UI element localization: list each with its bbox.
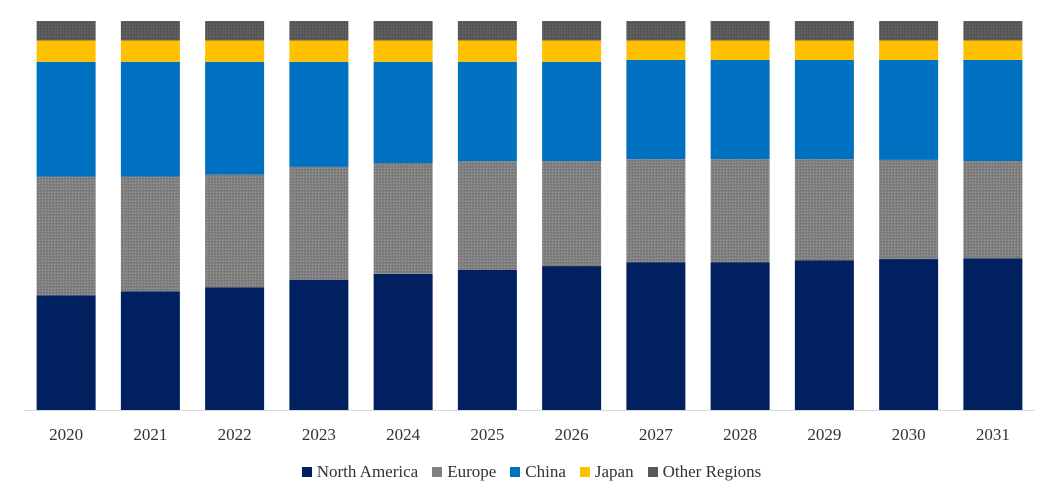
bar-segment-china-2030 xyxy=(879,59,939,160)
bar-segment-japan-2027 xyxy=(626,40,686,60)
legend-label-north-america: North America xyxy=(316,462,419,481)
bar-segment-japan-2028 xyxy=(710,40,770,60)
bar-segment-japan-2021 xyxy=(120,40,180,62)
bar-segment-other-regions-2023 xyxy=(289,21,349,41)
bar-segment-north-america-2023 xyxy=(289,279,349,410)
bar-segment-japan-2029 xyxy=(794,40,854,60)
bar-segment-north-america-2027 xyxy=(626,262,686,410)
bar-segment-china-2028 xyxy=(710,59,770,160)
bar-segment-japan-2020 xyxy=(36,40,96,62)
bar-segment-europe-2021 xyxy=(120,176,180,292)
x-tick-label-2027: 2027 xyxy=(639,425,674,444)
bar-segment-north-america-2021 xyxy=(120,291,180,410)
x-tick-label-2021: 2021 xyxy=(133,425,167,444)
bar-segment-europe-2022 xyxy=(205,174,265,288)
bar-segment-europe-2028 xyxy=(710,159,770,263)
x-tick-label-2029: 2029 xyxy=(807,425,841,444)
bar-segment-europe-2029 xyxy=(794,159,854,261)
bar-segment-other-regions-2020 xyxy=(36,21,96,41)
bar-segment-europe-2027 xyxy=(626,159,686,263)
bar-segment-japan-2023 xyxy=(289,40,349,62)
bar-segment-other-regions-2031 xyxy=(963,21,1023,41)
x-tick-label-2023: 2023 xyxy=(302,425,336,444)
bar-segment-north-america-2024 xyxy=(373,273,433,410)
bars-group xyxy=(36,21,1023,410)
x-tick-label-2026: 2026 xyxy=(555,425,589,444)
legend-label-japan: Japan xyxy=(594,462,634,481)
bar-segment-china-2022 xyxy=(205,61,265,175)
bar-segment-europe-2026 xyxy=(542,161,602,267)
bar-segment-japan-2030 xyxy=(879,40,939,60)
bar-segment-other-regions-2021 xyxy=(120,21,180,41)
bar-segment-china-2024 xyxy=(373,61,433,163)
x-tick-label-2028: 2028 xyxy=(723,425,757,444)
x-tick-label-2030: 2030 xyxy=(892,425,926,444)
bar-segment-europe-2024 xyxy=(373,162,433,274)
bar-segment-europe-2031 xyxy=(963,161,1023,259)
bar-segment-japan-2022 xyxy=(205,40,265,62)
bar-segment-japan-2024 xyxy=(373,40,433,62)
bar-segment-china-2023 xyxy=(289,61,349,167)
legend-swatch-europe xyxy=(432,467,443,477)
bar-segment-china-2031 xyxy=(963,59,1023,162)
legend-swatch-other-regions xyxy=(647,467,658,477)
bar-segment-china-2029 xyxy=(794,59,854,160)
bar-segment-other-regions-2027 xyxy=(626,21,686,41)
legend-item-europe: Europe xyxy=(432,462,496,482)
bar-segment-north-america-2031 xyxy=(963,258,1023,410)
bar-segment-other-regions-2030 xyxy=(879,21,939,41)
legend-item-north-america: North America xyxy=(301,462,419,482)
bar-segment-north-america-2020 xyxy=(36,295,96,410)
legend-item-other-regions: Other Regions xyxy=(647,462,762,482)
x-tick-label-2024: 2024 xyxy=(386,425,421,444)
bar-segment-china-2021 xyxy=(120,61,180,177)
bar-segment-europe-2020 xyxy=(36,176,96,296)
bar-segment-europe-2023 xyxy=(289,166,349,280)
legend-label-china: China xyxy=(525,462,566,481)
legend-swatch-china xyxy=(510,467,521,477)
legend-label-europe: Europe xyxy=(447,462,497,481)
bar-segment-north-america-2022 xyxy=(205,287,265,410)
bar-segment-other-regions-2022 xyxy=(205,21,265,41)
bar-segment-north-america-2030 xyxy=(879,259,939,410)
bar-segment-china-2027 xyxy=(626,59,686,160)
bar-segment-north-america-2025 xyxy=(457,269,517,410)
bar-segment-other-regions-2029 xyxy=(794,21,854,41)
chart-legend: North America Europe China Japan Other Regio… xyxy=(0,462,1063,482)
bar-segment-other-regions-2028 xyxy=(710,21,770,41)
legend-item-japan: Japan xyxy=(579,462,634,482)
bar-segment-china-2026 xyxy=(542,61,602,162)
bar-segment-china-2020 xyxy=(36,61,96,177)
legend-swatch-japan xyxy=(579,467,590,477)
legend-label-other-regions: Other Regions xyxy=(662,462,762,481)
x-tick-label-2022: 2022 xyxy=(218,425,252,444)
legend-swatch-north-america xyxy=(301,467,312,477)
x-tick-label-2025: 2025 xyxy=(470,425,504,444)
x-axis-ticks: 2020 2021 2022 2023 2024 2025 2026 2027 2028 2029… xyxy=(49,425,1010,444)
x-tick-label-2020: 2020 xyxy=(49,425,83,444)
legend-item-china: China xyxy=(510,462,566,482)
bar-segment-europe-2030 xyxy=(879,159,939,260)
bar-segment-japan-2025 xyxy=(457,40,517,62)
bar-segment-japan-2031 xyxy=(963,40,1023,60)
bar-segment-china-2025 xyxy=(457,61,517,162)
bar-segment-north-america-2026 xyxy=(542,266,602,410)
bar-segment-japan-2026 xyxy=(542,40,602,62)
x-tick-label-2031: 2031 xyxy=(976,425,1010,444)
bar-segment-europe-2025 xyxy=(457,161,517,270)
bar-segment-north-america-2028 xyxy=(710,262,770,410)
bar-segment-other-regions-2024 xyxy=(373,21,433,41)
bar-segment-north-america-2029 xyxy=(794,260,854,410)
bar-segment-other-regions-2026 xyxy=(542,21,602,41)
bar-segment-other-regions-2025 xyxy=(457,21,517,41)
